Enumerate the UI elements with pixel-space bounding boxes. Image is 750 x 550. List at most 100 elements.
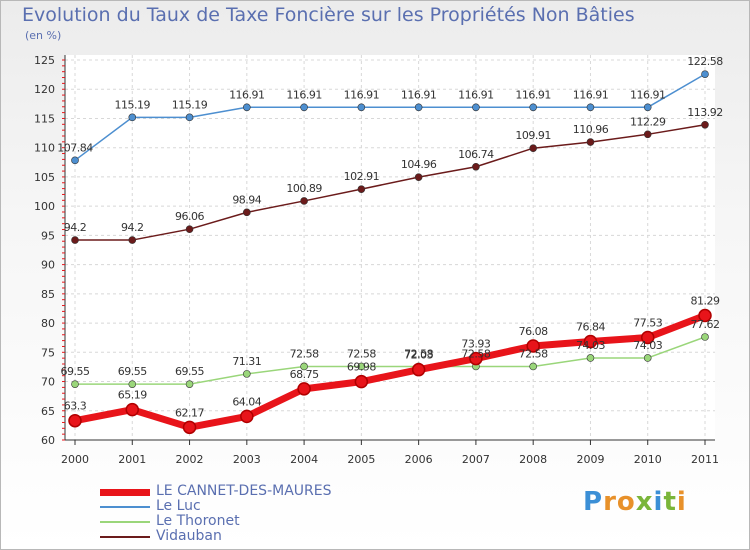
series-line — [74, 312, 707, 431]
data-point — [300, 197, 308, 205]
data-point — [128, 236, 137, 244]
y-tick-label: 90 — [41, 259, 55, 272]
data-point — [643, 130, 652, 139]
data-point — [586, 354, 595, 362]
data-label: 68.75 — [290, 368, 319, 381]
legend-item: Vidauban — [100, 529, 400, 544]
y-tick-label: 115 — [34, 112, 55, 125]
data-point — [414, 103, 423, 112]
data-label: 76.08 — [519, 325, 548, 338]
data-point — [128, 113, 137, 122]
plot-area — [65, 55, 715, 440]
data-point — [529, 362, 537, 371]
data-point — [698, 308, 712, 323]
proxiti-logo: Proxiti — [583, 487, 687, 517]
logo-letter: t — [663, 487, 677, 517]
data-point — [185, 225, 194, 233]
y-tick-label: 105 — [34, 171, 55, 184]
data-label: 104.96 — [401, 158, 437, 171]
data-label: 72.58 — [290, 347, 319, 360]
x-tick-label: 2008 — [519, 453, 547, 466]
x-tick-label: 2003 — [233, 453, 261, 466]
data-point — [586, 103, 595, 112]
logo-letter: i — [653, 487, 664, 517]
data-point — [529, 103, 537, 112]
x-tick-label: 2011 — [691, 453, 719, 466]
data-label: 98.94 — [232, 193, 261, 206]
data-label: 116.91 — [515, 88, 551, 101]
x-tick-label: 2002 — [176, 453, 204, 466]
chart-unit-label: (en %) — [25, 29, 62, 42]
data-label: 74.03 — [633, 339, 662, 352]
x-tick-label: 2010 — [634, 453, 662, 466]
data-label: 94.2 — [64, 221, 87, 234]
data-label: 77.62 — [691, 318, 720, 331]
data-label: 96.06 — [175, 210, 204, 223]
x-tick-label: 2001 — [118, 453, 146, 466]
logo-letter: o — [616, 487, 636, 517]
data-point — [583, 334, 598, 349]
data-point — [357, 103, 366, 112]
data-point — [68, 413, 82, 428]
data-label: 106.74 — [458, 148, 494, 161]
data-point — [472, 162, 480, 171]
data-label: 110.96 — [573, 123, 609, 136]
data-label: 64.04 — [232, 395, 261, 408]
legend-label: Le Luc — [156, 498, 201, 514]
data-point — [357, 362, 366, 371]
y-tick-label: 120 — [34, 83, 55, 96]
chart-title: Evolution du Taux de Taxe Foncière sur l… — [22, 4, 635, 26]
data-label: 63.3 — [64, 400, 87, 413]
data-point — [243, 103, 251, 112]
data-label: 116.91 — [573, 88, 609, 101]
data-label: 81.29 — [691, 295, 720, 308]
data-point — [71, 236, 79, 244]
y-tick-label: 110 — [34, 142, 55, 155]
x-tick-label: 2007 — [462, 453, 490, 466]
data-point — [643, 354, 652, 362]
legend-swatch — [100, 536, 150, 538]
series-line — [75, 124, 706, 241]
data-point — [472, 103, 480, 112]
y-tick-label: 60 — [41, 434, 55, 447]
data-label: 115.19 — [115, 98, 151, 111]
data-label: 69.55 — [175, 365, 204, 378]
y-tick-label: 65 — [41, 405, 55, 418]
data-point — [71, 156, 79, 165]
data-point — [643, 103, 652, 112]
data-label: 69.55 — [118, 365, 147, 378]
data-point — [182, 420, 197, 435]
data-point — [701, 333, 709, 341]
data-label: 122.58 — [687, 55, 723, 68]
data-point — [526, 339, 540, 353]
legend-swatch — [100, 488, 150, 496]
data-point — [411, 362, 426, 377]
data-label: 72.58 — [461, 347, 490, 360]
data-label: 116.91 — [630, 88, 666, 101]
data-point — [185, 113, 194, 122]
logo-letter: x — [635, 487, 654, 517]
data-label: 107.84 — [57, 141, 93, 154]
data-label: 62.17 — [175, 406, 204, 419]
y-tick-label: 80 — [41, 317, 55, 330]
y-tick-label: 70 — [41, 376, 55, 389]
series-line — [74, 73, 706, 161]
data-label: 76.84 — [576, 321, 605, 334]
data-point — [354, 374, 369, 389]
data-point — [185, 380, 194, 388]
data-label: 72.03 — [404, 349, 433, 362]
data-label: 94.2 — [121, 221, 144, 234]
data-point — [128, 380, 137, 388]
data-point — [469, 351, 483, 366]
data-label: 116.91 — [458, 88, 494, 101]
data-label: 72.58 — [404, 347, 433, 360]
data-point — [529, 144, 537, 153]
legend-item: Le Thoronet — [100, 514, 400, 529]
chart-legend: LE CANNET-DES-MAURES Le Luc Le Thoronet Vid… — [100, 484, 400, 544]
data-point — [701, 70, 709, 78]
logo-letter: P — [583, 487, 604, 517]
y-tick-label: 100 — [34, 200, 55, 213]
data-label: 113.92 — [687, 106, 723, 119]
x-tick-label: 2004 — [290, 453, 318, 466]
data-point — [300, 362, 308, 371]
